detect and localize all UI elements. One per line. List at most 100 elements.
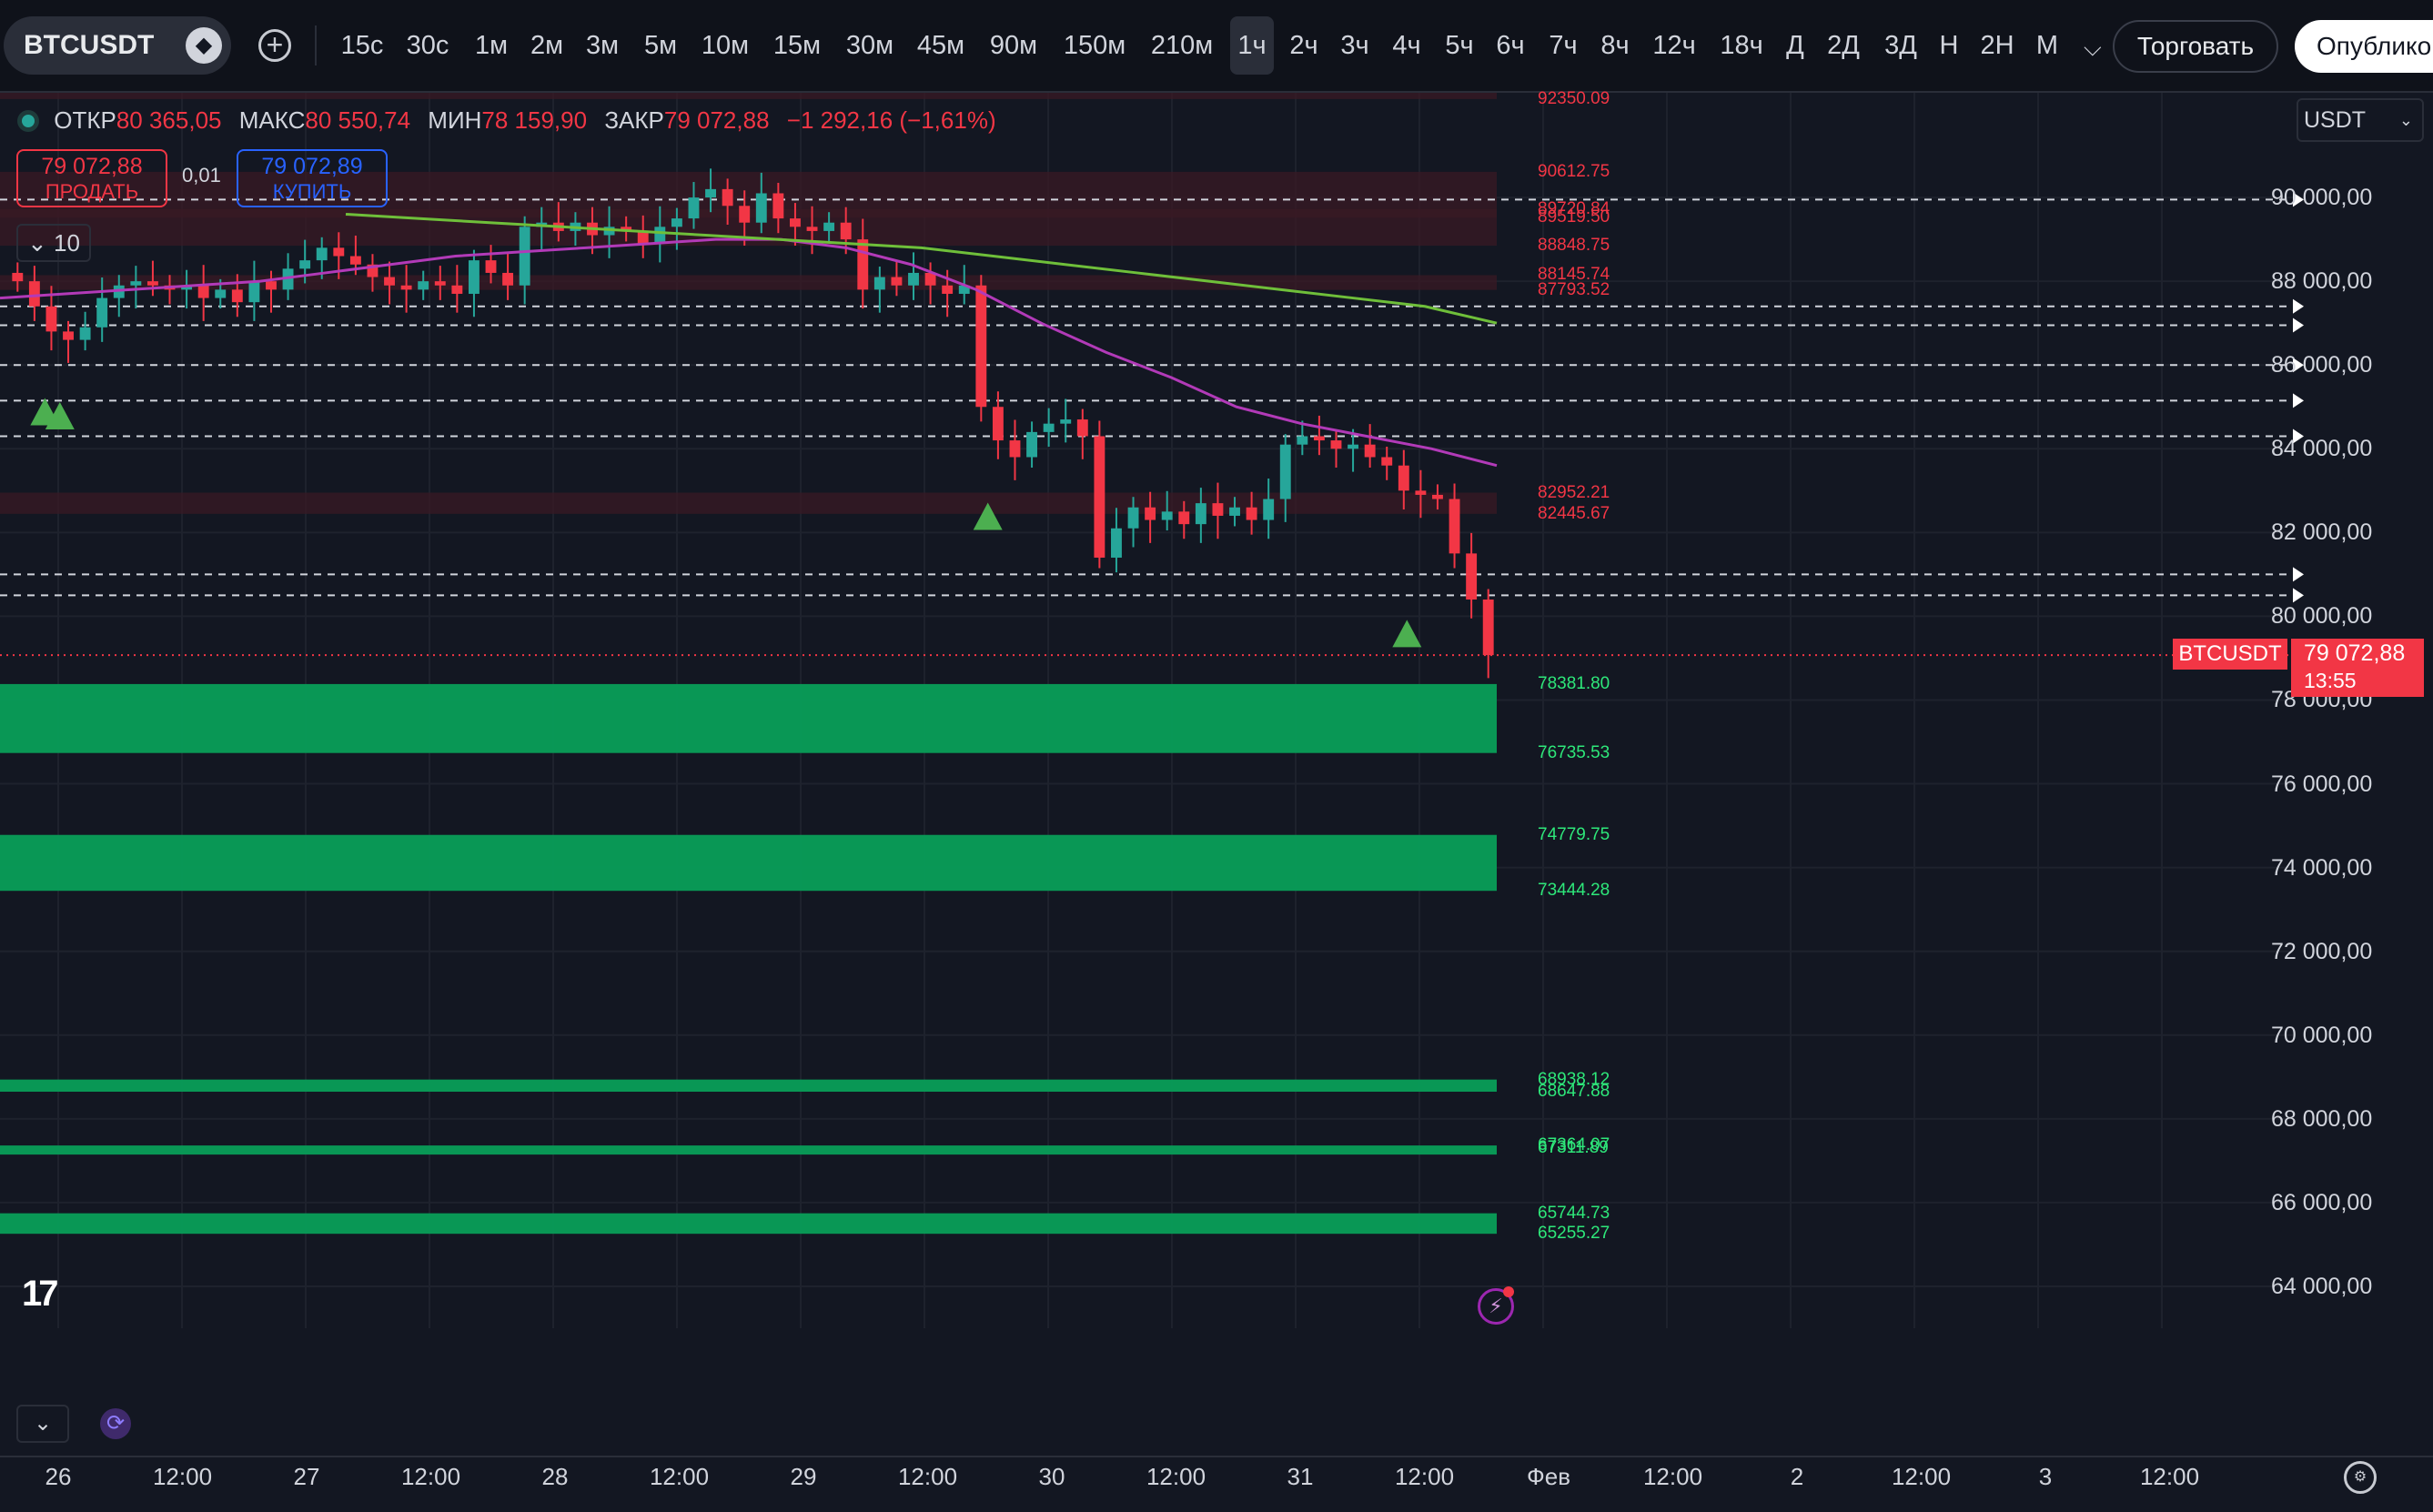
- candle-body: [1094, 436, 1105, 558]
- support-level-label: 73444.28: [1538, 881, 1610, 901]
- candle-body: [1432, 494, 1443, 499]
- interval-10[interactable]: 90м: [989, 31, 1038, 60]
- interval-1[interactable]: 30с: [406, 31, 449, 60]
- candle-body: [755, 193, 767, 223]
- candle-body: [451, 285, 463, 294]
- interval-17[interactable]: 5ч: [1445, 31, 1474, 60]
- time-axis-label: 27: [293, 1463, 320, 1490]
- indicators-toggle[interactable]: ⌄ 10: [16, 224, 91, 262]
- publish-button[interactable]: Опубликовать: [2295, 20, 2433, 73]
- candle-body: [654, 227, 666, 244]
- price-axis-label: 86 000,00: [2271, 352, 2373, 378]
- chart-area[interactable]: [0, 93, 2433, 1510]
- candle-body: [1111, 528, 1122, 558]
- candle-body: [130, 281, 142, 286]
- buy-button[interactable]: 79 072,89 КУПИТЬ: [237, 149, 388, 207]
- chevron-down-icon: ⌄: [27, 229, 47, 257]
- time-axis-label: 29: [790, 1463, 817, 1490]
- moving-average-slow: [345, 213, 1498, 325]
- candle-body: [823, 222, 835, 231]
- sync-icon[interactable]: ⟳: [100, 1408, 131, 1439]
- interval-0[interactable]: 15с: [340, 31, 384, 60]
- interval-5[interactable]: 5м: [643, 31, 678, 60]
- currency-select[interactable]: USDT ⌄: [2297, 98, 2424, 142]
- time-axis-label: 12:00: [1394, 1463, 1455, 1490]
- current-symbol-tag: BTCUSDT: [2173, 639, 2287, 670]
- price-axis-label: 84 000,00: [2271, 436, 2373, 462]
- interval-8[interactable]: 30м: [845, 31, 894, 60]
- candle-body: [603, 227, 615, 236]
- compare-add-icon[interactable]: +: [258, 29, 291, 62]
- candle-body: [434, 281, 446, 286]
- sell-button[interactable]: 79 072,88 ПРОДАТЬ: [16, 149, 167, 207]
- interval-6[interactable]: 10м: [701, 31, 750, 60]
- candle-body: [1466, 553, 1478, 600]
- interval-24[interactable]: 2Д: [1827, 31, 1860, 60]
- support-level-label: 67311.89: [1538, 1137, 1609, 1157]
- candle-body: [1127, 507, 1139, 529]
- trade-button[interactable]: Торговать: [2113, 20, 2278, 73]
- interval-25[interactable]: 3Д: [1884, 31, 1917, 60]
- candle-body: [384, 277, 395, 286]
- close-value: 79 072,88: [663, 106, 770, 134]
- interval-12[interactable]: 210м: [1150, 31, 1214, 60]
- chevron-down-icon[interactable]: ⌵: [2084, 34, 2102, 61]
- interval-16[interactable]: 4ч: [1392, 31, 1421, 60]
- candle-body: [688, 197, 700, 219]
- resistance-level-label: 82952.21: [1538, 482, 1610, 502]
- settings-gear-icon[interactable]: ⚙: [2344, 1461, 2377, 1494]
- candle-body: [739, 206, 751, 223]
- interval-14[interactable]: 2ч: [1289, 31, 1318, 60]
- diamond-icon[interactable]: ◆: [186, 27, 222, 64]
- candle-body: [113, 285, 125, 298]
- candle-body: [1297, 436, 1308, 445]
- interval-7[interactable]: 15м: [772, 31, 822, 60]
- price-axis-label: 74 000,00: [2271, 854, 2373, 881]
- candle-body: [942, 285, 954, 294]
- low-value: 78 159,90: [481, 106, 588, 134]
- spread-value: 0,01: [182, 164, 221, 186]
- sell-label: ПРОДАТЬ: [45, 180, 139, 203]
- candle-body: [790, 218, 801, 227]
- bar-countdown: 13:55: [2304, 669, 2357, 692]
- interval-28[interactable]: М: [2035, 31, 2059, 60]
- time-axis-label: 12:00: [1642, 1463, 1703, 1490]
- price-axis-label: 70 000,00: [2271, 1022, 2373, 1048]
- resistance-level-label: 89519.50: [1538, 207, 1610, 227]
- interval-18[interactable]: 6ч: [1496, 31, 1525, 60]
- interval-20[interactable]: 8ч: [1600, 31, 1630, 60]
- interval-22[interactable]: 18ч: [1720, 31, 1763, 60]
- candle-body: [806, 227, 818, 231]
- resistance-level-label: 89720.84: [1538, 198, 1610, 218]
- top-toolbar: BTCUSDT ◆ + 15с 30с 1м 2м 3м 5м 10м 15м 30м 45м 90…: [0, 0, 2433, 93]
- candle-body: [502, 272, 514, 286]
- candle-body: [671, 218, 682, 227]
- interval-21[interactable]: 12ч: [1652, 31, 1696, 60]
- price-chart[interactable]: [0, 93, 2433, 1456]
- collapse-panel-button[interactable]: ⌄: [16, 1405, 69, 1443]
- lightning-alert-icon[interactable]: ⚡: [1478, 1288, 1514, 1325]
- interval-3[interactable]: 2м: [530, 31, 564, 60]
- tradingview-logo-icon[interactable]: 17: [22, 1274, 58, 1314]
- interval-2[interactable]: 1м: [474, 31, 509, 60]
- time-axis-label: 12:00: [649, 1463, 710, 1490]
- time-axis[interactable]: [0, 1456, 2433, 1512]
- price-axis-label: 76 000,00: [2271, 771, 2373, 797]
- supply-zone: [0, 492, 1497, 514]
- candle-body: [1161, 511, 1173, 520]
- interval-19[interactable]: 7ч: [1549, 31, 1578, 60]
- interval-15[interactable]: 3ч: [1340, 31, 1369, 60]
- candle-body: [1381, 457, 1393, 466]
- interval-27[interactable]: 2Н: [1980, 31, 2014, 60]
- candle-body: [722, 188, 733, 207]
- interval-9[interactable]: 45м: [916, 31, 965, 60]
- candle-body: [519, 227, 530, 286]
- resistance-level-label: 82445.67: [1538, 503, 1610, 523]
- time-axis-label: 12:00: [897, 1463, 958, 1490]
- interval-11[interactable]: 150м: [1063, 31, 1126, 60]
- interval-13[interactable]: 1ч: [1230, 16, 1274, 75]
- interval-23[interactable]: Д: [1786, 31, 1804, 60]
- time-axis-label: 12:00: [152, 1463, 213, 1490]
- interval-4[interactable]: 3м: [585, 31, 620, 60]
- interval-26[interactable]: Н: [1939, 31, 1959, 60]
